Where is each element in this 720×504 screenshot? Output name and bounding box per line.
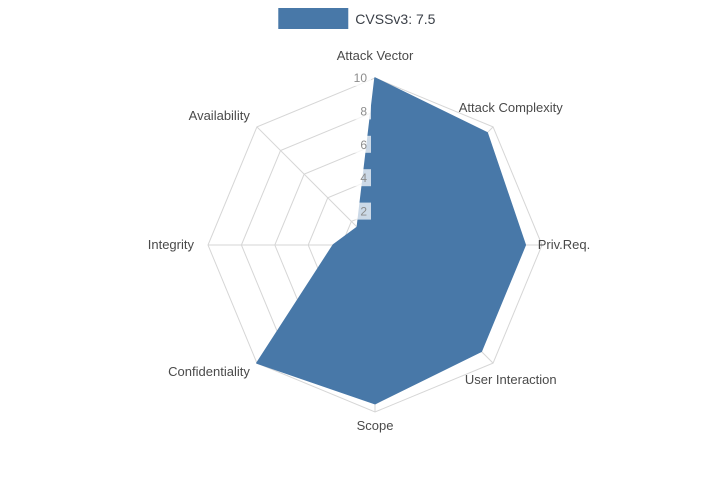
radial-tick-label: 8	[360, 104, 367, 118]
tick-bg	[354, 102, 371, 120]
legend[interactable]: CVSSv3: 7.5	[278, 8, 435, 29]
axis-label: Confidentiality	[168, 364, 250, 379]
legend-swatch	[278, 8, 349, 29]
legend-label: CVSSv3: 7.5	[355, 10, 436, 27]
axis-spoke	[256, 126, 376, 246]
axis-label: Priv.Req.	[538, 237, 591, 252]
axis-label: Attack Vector	[337, 48, 414, 63]
data-polygon	[256, 77, 527, 405]
axis-label: Attack Complexity	[459, 100, 564, 115]
tick-bg	[354, 202, 371, 220]
axis-label: Integrity	[148, 237, 195, 252]
axis-label: User Interaction	[465, 372, 557, 387]
tick-bg	[346, 69, 371, 86]
radial-tick-label: 2	[360, 205, 367, 219]
tick-bg	[354, 169, 371, 187]
radial-tick-label: 10	[354, 71, 368, 85]
tick-bg	[354, 135, 371, 153]
axis-label: Availability	[189, 108, 251, 123]
axis-label: Scope	[357, 418, 394, 433]
radial-tick-label: 6	[360, 138, 367, 152]
radial-tick-label: 4	[360, 171, 367, 185]
